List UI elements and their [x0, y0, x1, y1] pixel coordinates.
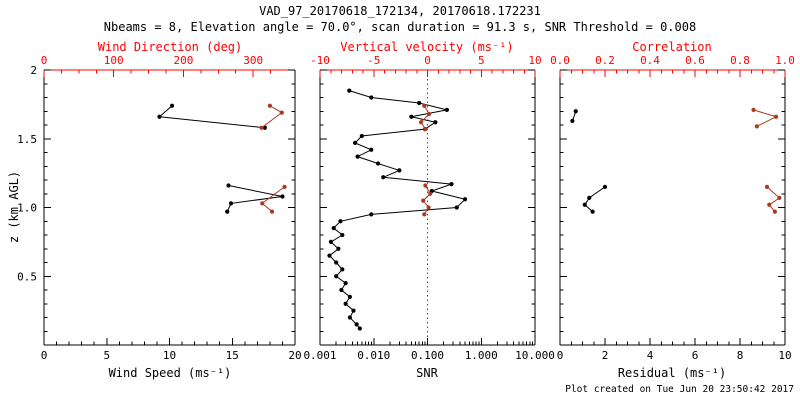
svg-text:10: 10	[778, 349, 791, 362]
svg-text:1.0: 1.0	[17, 202, 37, 215]
correlation-series	[751, 107, 782, 214]
svg-text:0.8: 0.8	[730, 54, 750, 67]
svg-text:200: 200	[174, 54, 194, 67]
wind-speed-series	[157, 103, 285, 214]
snr-panel: 0.001 0.010 0.100 1.000 10.000 -10 -5 0 5 10	[303, 54, 554, 362]
svg-text:0: 0	[424, 54, 431, 67]
plot-subtitle: Nbeams = 8, Elevation angle = 70.0°, sca…	[103, 20, 697, 34]
svg-text:1.000: 1.000	[465, 349, 498, 362]
svg-text:0.010: 0.010	[357, 349, 390, 362]
snr-series	[327, 88, 468, 331]
svg-text:0.100: 0.100	[411, 349, 444, 362]
svg-text:10: 10	[528, 54, 541, 67]
svg-text:20: 20	[288, 349, 301, 362]
residual-panel: 0 2 4 6 8 10 0.0 0.2 0.4 0.6 0.8 1.0	[550, 54, 795, 362]
wind-speed-axis-label: Wind Speed (ms⁻¹)	[108, 366, 232, 380]
svg-text:2: 2	[602, 349, 609, 362]
residual-axis-label: Residual (ms⁻¹)	[617, 366, 727, 380]
svg-text:8: 8	[737, 349, 744, 362]
snr-axis-label: SNR	[416, 366, 438, 380]
wind-direction-series	[259, 103, 287, 214]
svg-text:2: 2	[30, 64, 37, 77]
svg-text:0.6: 0.6	[685, 54, 705, 67]
svg-text:0.001: 0.001	[303, 349, 336, 362]
svg-text:4: 4	[647, 349, 654, 362]
svg-text:0: 0	[41, 349, 48, 362]
svg-text:-5: -5	[367, 54, 380, 67]
vertical-velocity-axis-label: Vertical velocity (ms⁻¹)	[340, 40, 514, 54]
vertical-velocity-series	[418, 103, 433, 217]
svg-text:0.0: 0.0	[550, 54, 570, 67]
wind-direction-axis-label: Wind Direction (deg)	[97, 40, 243, 54]
svg-text:0: 0	[41, 54, 48, 67]
svg-text:100: 100	[104, 54, 124, 67]
svg-text:0.5: 0.5	[17, 270, 37, 283]
svg-text:6: 6	[692, 349, 699, 362]
z-axis-label: z (km AGL)	[7, 170, 21, 244]
svg-text:5: 5	[478, 54, 485, 67]
svg-text:0.4: 0.4	[640, 54, 660, 67]
svg-text:1.0: 1.0	[775, 54, 795, 67]
plot-title: VAD_97_20170618_172134, 20170618.172231	[259, 4, 541, 18]
svg-text:0.2: 0.2	[595, 54, 615, 67]
svg-text:-10: -10	[310, 54, 330, 67]
residual-series	[570, 109, 608, 214]
svg-text:0: 0	[557, 349, 564, 362]
svg-text:10.000: 10.000	[515, 349, 555, 362]
correlation-axis-label: Correlation	[632, 40, 712, 54]
svg-text:1.5: 1.5	[17, 133, 37, 146]
svg-text:300: 300	[243, 54, 263, 67]
plot-created-timestamp: Plot created on Tue Jun 20 23:50:42 2017	[565, 384, 794, 395]
svg-text:5: 5	[103, 349, 110, 362]
svg-text:15: 15	[226, 349, 239, 362]
svg-text:10: 10	[163, 349, 176, 362]
